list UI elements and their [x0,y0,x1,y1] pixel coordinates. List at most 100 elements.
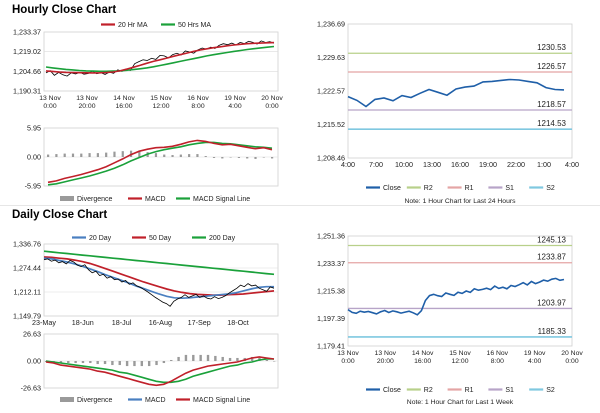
hourly-ma-xtick-date: 20 Nov [261,95,283,102]
daily-divergence-bar [214,355,217,361]
hourly-macd-ytick: 0.00 [27,153,41,162]
daily-divergence-bar [59,361,63,364]
daily-levels-xtick-date: 14 Nov [412,350,434,357]
hourly-divergence-bar [88,153,91,157]
daily-divergence-bar [162,361,166,364]
daily-ma-ytick: 1,212.11 [14,288,41,297]
hourly-levels-ytick: 1,222.57 [317,87,345,96]
hourly-levels-level-r2-label: 1230.53 [537,43,566,52]
hourly-section-title: Hourly Close Chart [12,4,117,16]
hourly-macd-legend-signal-label: MACD Signal Line [193,196,250,203]
hourly-levels-ytick: 1,208.46 [317,154,345,163]
hourly-levels-level-s1-label: 1218.57 [537,100,566,109]
daily-levels-xtick-time: 0:00 [341,358,354,365]
hourly-levels-legend-s1-label: S1 [505,185,514,192]
daily-ma200-line [43,250,275,276]
hourly-divergence-bar [138,150,141,157]
hourly-ma-xtick-time: 16:00 [115,103,132,110]
hourly-levels-ytick: 1,215.52 [317,120,345,129]
daily-levels-legend-close-label: Close [383,387,401,394]
daily-levels-xtick-time: 12:00 [451,358,468,365]
hourly-ma-xtick-time: 20:00 [78,103,95,110]
hourly-ma-xtick-time: 0:00 [43,103,56,110]
hourly-ma-legend-20hr-label: 20 Hr MA [118,22,148,29]
hourly-divergence-bar [229,157,232,158]
hourly-ma-xtick-date: 16 Nov [187,95,209,102]
daily-divergence-bar [265,359,269,361]
daily-levels-xtick-date: 13 Nov [375,350,397,357]
hourly-divergence-bar [96,153,99,157]
hourly-divergence-bar [179,154,182,157]
daily-levels-ytick: 1,179.41 [317,342,345,351]
daily-macd-signal-line [45,358,274,384]
daily-levels-level-r1-label: 1233.87 [537,253,566,262]
daily-divergence-bar [133,361,136,367]
daily-divergence-bar [96,361,99,365]
daily-levels-xtick-time: 20:00 [377,358,394,365]
daily-divergence-bar [184,354,188,361]
daily-divergence-bar [250,356,254,361]
hourly-divergence-bar [154,153,158,157]
daily-divergence-bar [192,354,195,361]
daily-divergence-bar [74,361,77,364]
hourly-ma-xtick-date: 13 Nov [76,95,98,102]
daily-ma-xtick: 18-Jul [112,318,132,327]
daily-levels-level-r2-label: 1245.13 [537,236,566,245]
hourly-divergence-bar [188,154,191,157]
hourly-divergence-bar [262,157,265,158]
daily-levels-xtick-time: 0:00 [565,358,578,365]
hourly-levels-xtick: 10:00 [395,160,413,169]
daily-ma50-line [43,256,275,296]
hourly-divergence-bar [163,154,166,157]
hourly-ma-xtick-date: 14 Nov [113,95,135,102]
daily-macd-ytick: 0.00 [27,357,41,366]
hourly-ma-frame [43,31,279,92]
daily-divergence-bar [170,359,173,361]
hourly-divergence-bar [171,155,174,157]
hourly-ma-xtick-time: 12:00 [152,103,169,110]
hourly-divergence-bar [254,157,257,159]
hourly-macd-legend-divergence-swatch [60,196,74,201]
hourly-ma-legend-50hr-label: 50 Hrs MA [178,22,211,29]
section-divider [0,205,600,206]
daily-divergence-bar [89,361,92,364]
hourly-macd-signal-line [47,141,273,186]
daily-levels-legend-r2-label: R2 [424,387,433,394]
hourly-levels-legend-r2-label: R2 [424,185,433,192]
daily-divergence-bar [147,361,151,367]
daily-levels-xtick-date: 20 Nov [561,350,583,357]
daily-macd-ytick: -26.63 [21,384,41,393]
hourly-macd-line [47,139,273,184]
daily-levels-xtick-date: 15 Nov [449,350,471,357]
hourly-divergence-bar [221,157,224,159]
hourly-ma-ytick: 1,190.31 [13,87,41,96]
hourly-levels-xtick: 1:00 [537,160,551,169]
hourly-ma-xtick-date: 15 Nov [150,95,172,102]
daily-levels-close-line [347,277,565,316]
daily-divergence-bar [228,357,232,361]
hourly-divergence-bar [237,157,241,158]
hourly-divergence-bar [212,157,216,158]
hourly-ma-ytick: 1,233.37 [13,28,41,37]
hourly-levels-legend-close-label: Close [383,185,401,192]
daily-price-line [43,258,275,307]
daily-levels-xtick-time: 16:00 [414,358,431,365]
hourly-levels-frame [347,23,573,159]
daily-divergence-bar [206,354,210,361]
hourly-levels-xtick: 16:00 [451,160,469,169]
daily-macd-ytick: 26.63 [23,330,41,339]
hourly-levels-xtick: 13:00 [423,160,441,169]
daily-levels-level-s1-label: 1203.97 [537,298,566,307]
daily-divergence-bar [111,361,114,366]
daily-ma-legend-20day-label: 20 Day [89,235,112,242]
hourly-macd-legend-divergence-label: Divergence [77,196,113,203]
hourly-levels-level-r1-label: 1226.57 [537,62,566,71]
hourly-divergence-bar [80,153,83,157]
daily-divergence-bar [236,357,239,361]
daily-section-title: Daily Close Chart [12,209,108,221]
hourly-ma-xtick-time: 0:00 [265,103,278,110]
daily-divergence-bar [67,361,70,364]
hourly-ma-xtick-time: 8:00 [191,103,204,110]
daily-divergence-bar [103,361,107,365]
